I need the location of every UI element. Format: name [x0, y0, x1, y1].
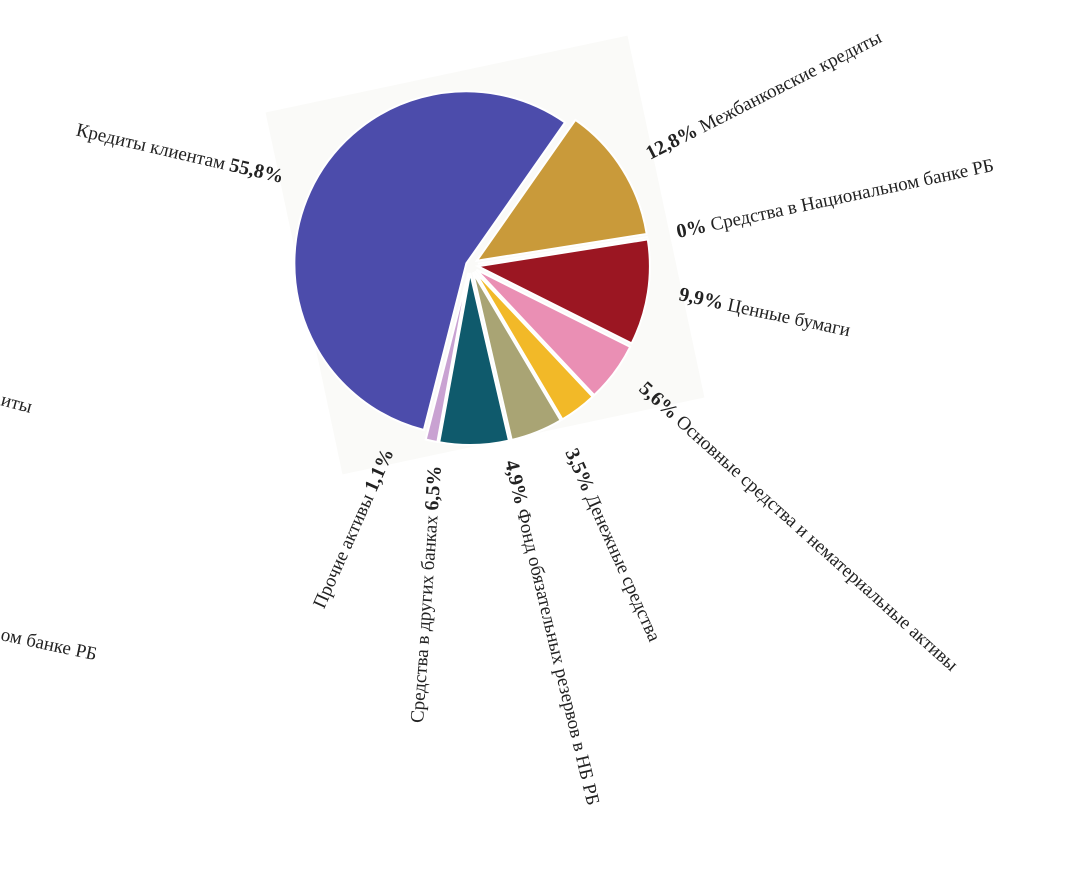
pie-slice — [473, 270, 595, 421]
category-label: Средства в Национальном банке РБ — [709, 155, 996, 236]
pie-slice — [475, 268, 632, 397]
value-label: 6,5% — [421, 465, 446, 511]
category-label: Денежные средства — [581, 491, 665, 645]
slice-label: 5,6% Основные средства и нематериальные … — [635, 377, 963, 675]
slice-label: 3,5% Денежные средства — [560, 445, 665, 645]
category-label: Средства в других банках — [407, 514, 443, 724]
value-label: 4,9% — [500, 458, 532, 507]
pie-slice — [424, 272, 470, 444]
pie-slice — [471, 271, 562, 442]
value-label: 3,5% — [560, 445, 598, 495]
cropped-label: иты — [0, 390, 35, 418]
pie-slice — [438, 272, 511, 446]
category-label: Кредиты клиентам — [74, 120, 227, 175]
category-label: Фонд обязательных резервов в НБ РБ — [512, 507, 603, 808]
slice-label: 9,9% Ценные бумаги — [677, 283, 852, 341]
slice-label: Средства в других банках 6,5% — [406, 465, 446, 724]
pie-slice — [474, 238, 651, 345]
category-label: Прочие активы — [309, 491, 378, 612]
slice-label: 12,8% Межбанковские кредиты — [642, 26, 885, 164]
slice-label: Кредиты клиентам 55,8% — [74, 119, 286, 188]
cropped-label: ом банке РБ — [0, 624, 99, 665]
slice-label: 0% Средства в Национальном банке РБ — [674, 154, 995, 243]
value-label: 12,8% — [642, 120, 701, 165]
value-label: 0% — [674, 215, 708, 243]
pie-slice — [474, 118, 648, 263]
pie-slice — [293, 90, 567, 432]
category-label: Межбанковские кредиты — [696, 27, 885, 137]
category-label: Ценные бумаги — [726, 295, 853, 342]
category-label: Основные средства и нематериальные актив… — [672, 411, 962, 675]
